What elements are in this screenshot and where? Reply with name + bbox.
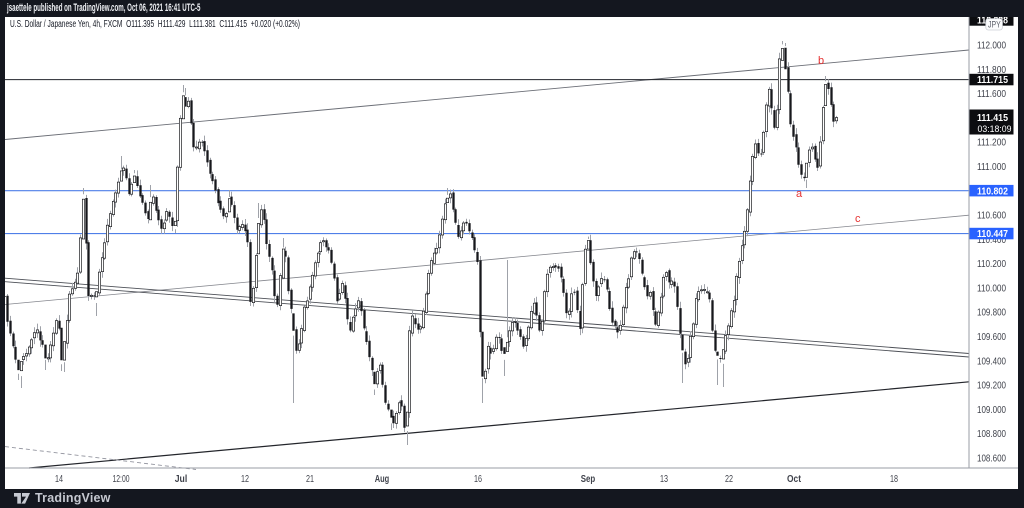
svg-text:03:18:09: 03:18:09 [978, 124, 1012, 135]
svg-text:110.600: 110.600 [977, 211, 1006, 222]
svg-text:109.600: 109.600 [977, 332, 1006, 343]
svg-text:110.400: 110.400 [977, 235, 1006, 246]
svg-text:109.400: 109.400 [977, 356, 1006, 367]
svg-text:U.S. Dollar / Japanese Yen, 4h: U.S. Dollar / Japanese Yen, 4h, FXCM O11… [10, 19, 300, 30]
svg-text:Sep: Sep [581, 474, 596, 485]
svg-text:109.200: 109.200 [977, 381, 1006, 392]
svg-text:c: c [855, 213, 861, 225]
svg-text:111.800: 111.800 [977, 65, 1006, 76]
svg-text:110.200: 110.200 [977, 259, 1006, 270]
svg-text:12:00: 12:00 [113, 474, 130, 485]
svg-text:b: b [818, 55, 824, 67]
svg-text:111.415: 111.415 [977, 113, 1008, 124]
svg-text:Jul: Jul [175, 474, 188, 485]
svg-text:109.800: 109.800 [977, 308, 1006, 319]
svg-text:12: 12 [241, 474, 249, 485]
svg-text:110.447: 110.447 [977, 229, 1008, 240]
svg-text:108.800: 108.800 [977, 429, 1006, 440]
svg-text:112.000: 112.000 [977, 41, 1006, 52]
svg-text:Aug: Aug [375, 474, 390, 485]
svg-text:13: 13 [660, 474, 668, 485]
svg-text:109.000: 109.000 [977, 405, 1006, 416]
svg-text:111.200: 111.200 [977, 138, 1006, 149]
svg-text:22: 22 [725, 474, 733, 485]
svg-text:18: 18 [890, 474, 898, 485]
svg-text:Oct: Oct [787, 474, 802, 485]
svg-text:111.715: 111.715 [977, 75, 1008, 86]
svg-text:14: 14 [55, 474, 63, 485]
svg-text:110.000: 110.000 [977, 283, 1006, 294]
svg-text:16: 16 [474, 474, 482, 485]
svg-text:111.600: 111.600 [977, 89, 1006, 100]
svg-text:JPY: JPY [988, 20, 1001, 30]
svg-text:110.802: 110.802 [977, 186, 1008, 197]
svg-text:108.600: 108.600 [977, 454, 1006, 465]
svg-text:21: 21 [306, 474, 314, 485]
svg-text:111.000: 111.000 [977, 162, 1006, 173]
svg-text:a: a [796, 188, 803, 200]
